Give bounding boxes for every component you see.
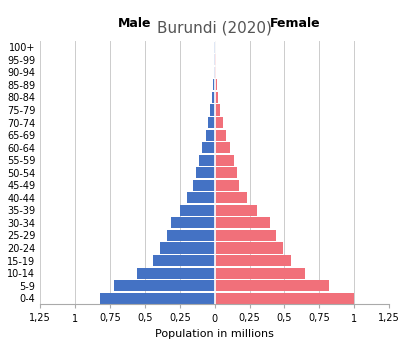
Bar (214, 192, 247, 203)
Bar (214, 104, 220, 116)
Bar (214, 67, 216, 78)
Text: Male: Male (118, 17, 151, 30)
Bar (202, 142, 214, 153)
Bar (208, 117, 214, 128)
Bar (212, 92, 214, 103)
Bar (214, 255, 291, 266)
Bar (193, 180, 214, 191)
Bar (214, 280, 329, 291)
Bar (214, 79, 217, 90)
Bar (196, 167, 214, 178)
Bar (214, 42, 215, 53)
Bar (214, 243, 283, 254)
Bar (214, 180, 239, 191)
Bar (160, 243, 214, 254)
Bar (214, 54, 216, 65)
Bar (153, 255, 214, 266)
Bar (180, 205, 214, 216)
Bar (114, 280, 214, 291)
Bar (214, 230, 276, 241)
Bar (214, 155, 234, 166)
Bar (214, 167, 237, 178)
Bar (214, 293, 354, 304)
Bar (166, 230, 214, 241)
Bar (213, 79, 214, 90)
Bar (214, 267, 305, 279)
Bar (100, 293, 214, 304)
Bar (171, 217, 214, 228)
Bar (214, 92, 218, 103)
Bar (188, 192, 214, 203)
Bar (199, 155, 214, 166)
Bar (214, 129, 226, 140)
Text: Female: Female (270, 17, 320, 30)
Bar (136, 267, 214, 279)
Bar (214, 205, 256, 216)
Bar (206, 129, 214, 140)
Bar (214, 217, 270, 228)
Bar (214, 142, 230, 153)
Title: Burundi (2020): Burundi (2020) (157, 21, 272, 36)
Bar (210, 104, 214, 116)
X-axis label: Population in millions: Population in millions (155, 329, 274, 339)
Bar (214, 117, 223, 128)
